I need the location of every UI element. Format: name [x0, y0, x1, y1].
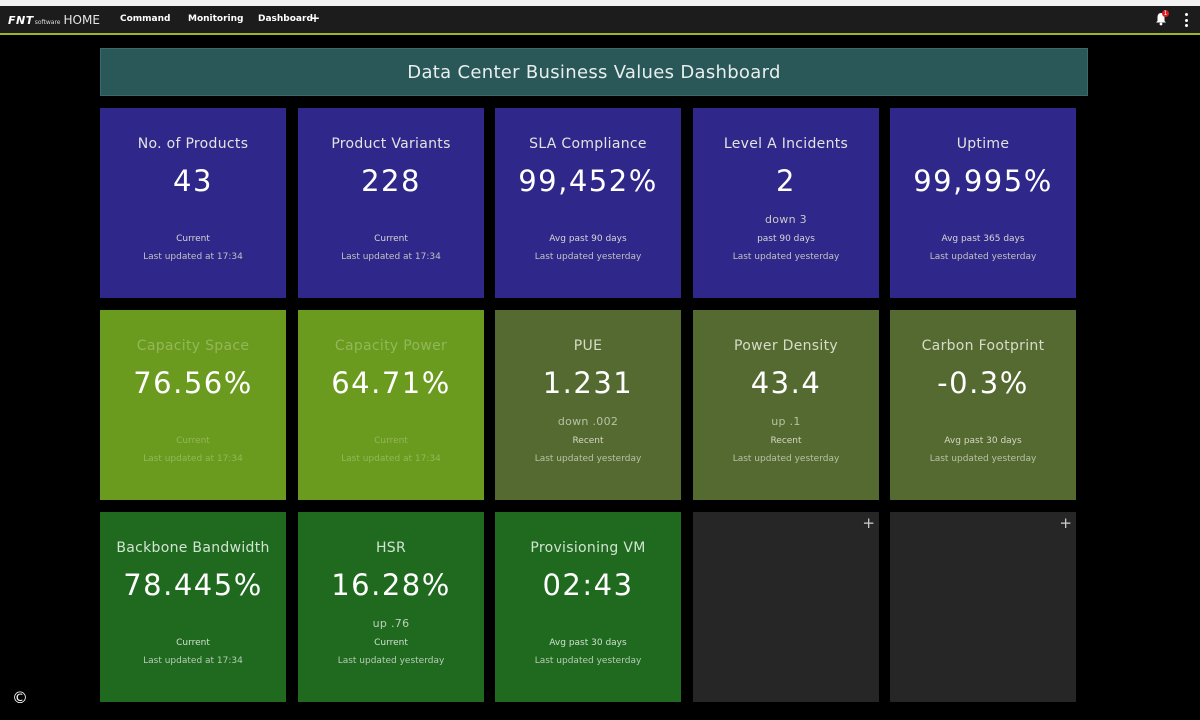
tile-value: 43 — [173, 164, 213, 198]
nav-item-command[interactable]: Command — [120, 14, 171, 24]
tile-title: Carbon Footprint — [921, 338, 1045, 354]
tile-value: 76.56% — [133, 366, 253, 400]
tile-updated: Last updated yesterday — [732, 454, 840, 464]
tile-period: Recent — [572, 436, 604, 446]
tile-title: No. of Products — [137, 136, 249, 152]
tile-sla-compliance[interactable]: SLA Compliance 99,452% Avg past 90 days … — [495, 108, 681, 298]
dashboard-title-banner: Data Center Business Values Dashboard — [100, 48, 1088, 96]
tile-updated: Last updated at 17:34 — [143, 252, 243, 262]
tile-power-density[interactable]: Power Density 43.4 up .1 Recent Last upd… — [693, 310, 879, 500]
tile-value: 78.445% — [123, 568, 263, 602]
copyright-symbol: © — [12, 688, 28, 707]
tile-value: -0.3% — [937, 366, 1029, 400]
tile-value: 99,995% — [913, 164, 1053, 198]
tile-updated: Last updated at 17:34 — [341, 454, 441, 464]
tile-provisioning-vm[interactable]: Provisioning VM 02:43 Avg past 30 days L… — [495, 512, 681, 702]
tile-value: 1.231 — [542, 366, 634, 400]
tile-value: 64.71% — [331, 366, 451, 400]
home-link[interactable]: HOME — [63, 12, 100, 27]
tile-period: Avg past 365 days — [941, 234, 1025, 244]
tile-value: 99,452% — [518, 164, 658, 198]
add-tab-button[interactable]: + — [310, 11, 321, 25]
tile-period: Current — [176, 638, 210, 648]
tile-updated: Last updated yesterday — [534, 454, 642, 464]
tile-uptime[interactable]: Uptime 99,995% Avg past 365 days Last up… — [890, 108, 1076, 298]
tile-product-variants[interactable]: Product Variants 228 Current Last update… — [298, 108, 484, 298]
tile-value: 02:43 — [542, 568, 634, 602]
tile-value: 43.4 — [750, 366, 822, 400]
tile-title: Backbone Bandwidth — [116, 540, 270, 556]
tile-title: HSR — [375, 540, 407, 556]
tile-pue[interactable]: PUE 1.231 down .002 Recent Last updated … — [495, 310, 681, 500]
tile-updated: Last updated yesterday — [534, 656, 642, 666]
tile-value: 228 — [361, 164, 421, 198]
empty-tile-slot: + — [693, 512, 879, 702]
tile-title: Capacity Space — [136, 338, 250, 354]
tile-backbone-bandwidth[interactable]: Backbone Bandwidth 78.445% Current Last … — [100, 512, 286, 702]
tile-period: Current — [374, 638, 408, 648]
tile-capacity-space[interactable]: Capacity Space 76.56% Current Last updat… — [100, 310, 286, 500]
tile-level-a-incidents[interactable]: Level A Incidents 2 down 3 past 90 days … — [693, 108, 879, 298]
tile-period: Avg past 30 days — [549, 638, 627, 648]
tile-period: Avg past 30 days — [944, 436, 1022, 446]
tile-trend: down 3 — [765, 213, 807, 226]
tile-period: Current — [176, 436, 210, 446]
add-widget-button[interactable]: + — [862, 514, 875, 532]
nav-item-dashboard[interactable]: Dashboard — [258, 14, 313, 24]
nav-item-monitoring[interactable]: Monitoring — [188, 14, 244, 24]
tile-updated: Last updated yesterday — [929, 252, 1037, 262]
notification-badge: 1 — [1162, 10, 1169, 17]
tile-title: Uptime — [956, 136, 1010, 152]
tile-updated: Last updated at 17:34 — [143, 454, 243, 464]
tile-period: Current — [176, 234, 210, 244]
add-widget-button[interactable]: + — [1059, 514, 1072, 532]
tile-title: Capacity Power — [334, 338, 448, 354]
tile-updated: Last updated yesterday — [732, 252, 840, 262]
more-options-icon[interactable] — [1185, 13, 1189, 27]
tile-capacity-power[interactable]: Capacity Power 64.71% Current Last updat… — [298, 310, 484, 500]
tile-updated: Last updated at 17:34 — [341, 252, 441, 262]
tile-updated: Last updated yesterday — [534, 252, 642, 262]
top-navigation-bar: FNT software HOME Command Monitoring Das… — [0, 6, 1200, 35]
tile-period: Current — [374, 436, 408, 446]
tile-value: 16.28% — [331, 568, 451, 602]
tile-updated: Last updated yesterday — [929, 454, 1037, 464]
tile-no-of-products[interactable]: No. of Products 43 Current Last updated … — [100, 108, 286, 298]
tile-updated: Last updated at 17:34 — [143, 656, 243, 666]
tile-value: 2 — [776, 164, 796, 198]
brand-software: software — [34, 18, 61, 26]
tile-period: Avg past 90 days — [549, 234, 627, 244]
tile-trend: down .002 — [557, 415, 619, 428]
tile-title: Product Variants — [331, 136, 451, 152]
empty-tile-slot: + — [890, 512, 1076, 702]
window-top-edge — [0, 0, 1200, 6]
brand-fnt: FNT — [8, 13, 34, 27]
tile-period: Current — [374, 234, 408, 244]
dashboard-title: Data Center Business Values Dashboard — [407, 61, 781, 83]
tile-trend: up .1 — [771, 415, 801, 428]
tile-hsr[interactable]: HSR 16.28% up .76 Current Last updated y… — [298, 512, 484, 702]
tile-title: SLA Compliance — [529, 136, 647, 152]
tile-carbon-footprint[interactable]: Carbon Footprint -0.3% Avg past 30 days … — [890, 310, 1076, 500]
tile-title: Level A Incidents — [723, 136, 849, 152]
tile-trend: up .76 — [372, 617, 410, 630]
tile-period: Recent — [770, 436, 802, 446]
tile-period: past 90 days — [757, 234, 815, 244]
tile-title: Power Density — [734, 338, 838, 354]
tile-updated: Last updated yesterday — [337, 656, 445, 666]
brand-logo[interactable]: FNT software HOME — [8, 13, 100, 27]
tile-title: PUE — [573, 338, 603, 354]
tile-title: Provisioning VM — [530, 540, 646, 556]
